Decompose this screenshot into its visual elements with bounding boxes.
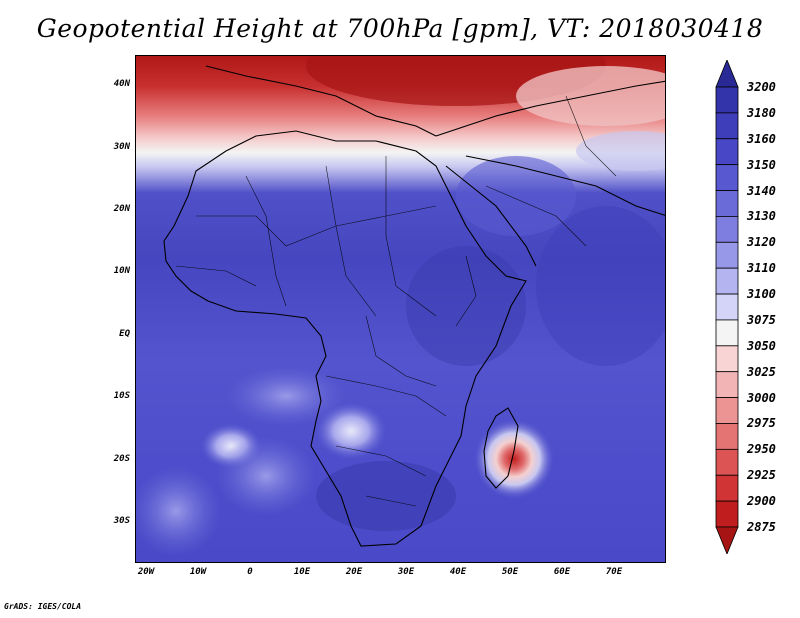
lon-label-50e: 50E	[501, 567, 519, 577]
lat-label-10s: 10S	[113, 391, 130, 401]
lon-label-30e: 30E	[397, 567, 415, 577]
colorbar	[715, 60, 739, 554]
lat-label-40n: 40N	[113, 79, 130, 89]
colorbar-box	[715, 190, 739, 217]
colorbar-bottom-arrow	[715, 526, 739, 554]
country-borders	[175, 95, 617, 507]
colorbar-box	[715, 397, 739, 424]
lon-label-20w: 20W	[137, 567, 155, 577]
lon-label-0: 0	[247, 567, 253, 577]
colorbar-box	[715, 164, 739, 191]
credit-text: GrADS: IGES/COLA	[4, 602, 82, 611]
lat-label-10n: 10N	[113, 266, 130, 276]
colorbar-box	[715, 86, 739, 114]
colorbar-label: 3120	[747, 235, 776, 250]
colorbar-label: 3200	[747, 80, 776, 94]
colorbar-box	[715, 216, 739, 243]
colorbar-box	[715, 500, 739, 528]
colorbar-box	[715, 112, 739, 140]
lon-label-10e: 10E	[293, 567, 311, 577]
lat-label-20n: 20N	[113, 204, 130, 214]
coastlines	[163, 65, 665, 547]
colorbar-label: 2925	[747, 468, 776, 483]
colorbar-label: 3050	[747, 338, 776, 353]
colorbar-label: 2875	[747, 520, 776, 534]
colorbar-label: 3000	[747, 390, 776, 405]
colorbar-label: 3075	[747, 312, 776, 327]
colorbar-label: 3130	[747, 209, 776, 224]
colorbar-label: 3150	[747, 157, 776, 172]
colorbar-box	[715, 371, 739, 398]
height-field-map	[136, 56, 665, 562]
colorbar-label: 3025	[747, 364, 776, 379]
colorbar-box	[715, 423, 739, 450]
chart-title: Geopotential Height at 700hPa [gpm], VT:…	[36, 14, 764, 43]
colorbar-label: 2975	[747, 416, 776, 431]
colorbar-label: 2900	[747, 494, 776, 509]
colorbar-label: 3160	[747, 131, 776, 146]
colorbar-label: 3110	[747, 261, 776, 276]
lon-label-60e: 60E	[553, 567, 571, 577]
colorbar-box	[715, 448, 739, 476]
colorbar-box	[715, 474, 739, 502]
colorbar-box	[715, 267, 739, 295]
colorbar-box	[715, 138, 739, 166]
low-pressure-center	[474, 419, 554, 499]
lon-label-10w: 10W	[189, 567, 207, 577]
lat-label-30n: 30N	[113, 142, 130, 152]
colorbar-top-arrow	[715, 60, 739, 88]
lon-label-20e: 20E	[345, 567, 363, 577]
lon-label-70e: 70E	[605, 567, 623, 577]
colorbar-box	[715, 319, 739, 347]
map-frame	[135, 55, 666, 563]
colorbar-label: 3100	[747, 287, 776, 302]
lon-label-40e: 40E	[449, 567, 467, 577]
lat-label-30s: 30S	[113, 516, 130, 526]
lat-label-eq: EQ	[119, 329, 130, 339]
colorbar-box	[715, 293, 739, 321]
colorbar-box	[715, 241, 739, 269]
lat-label-20s: 20S	[113, 454, 130, 464]
colorbar-label: 2950	[747, 442, 776, 457]
colorbar-label: 3140	[747, 183, 776, 198]
colorbar-box	[715, 345, 739, 373]
colorbar-label: 3180	[747, 105, 776, 120]
